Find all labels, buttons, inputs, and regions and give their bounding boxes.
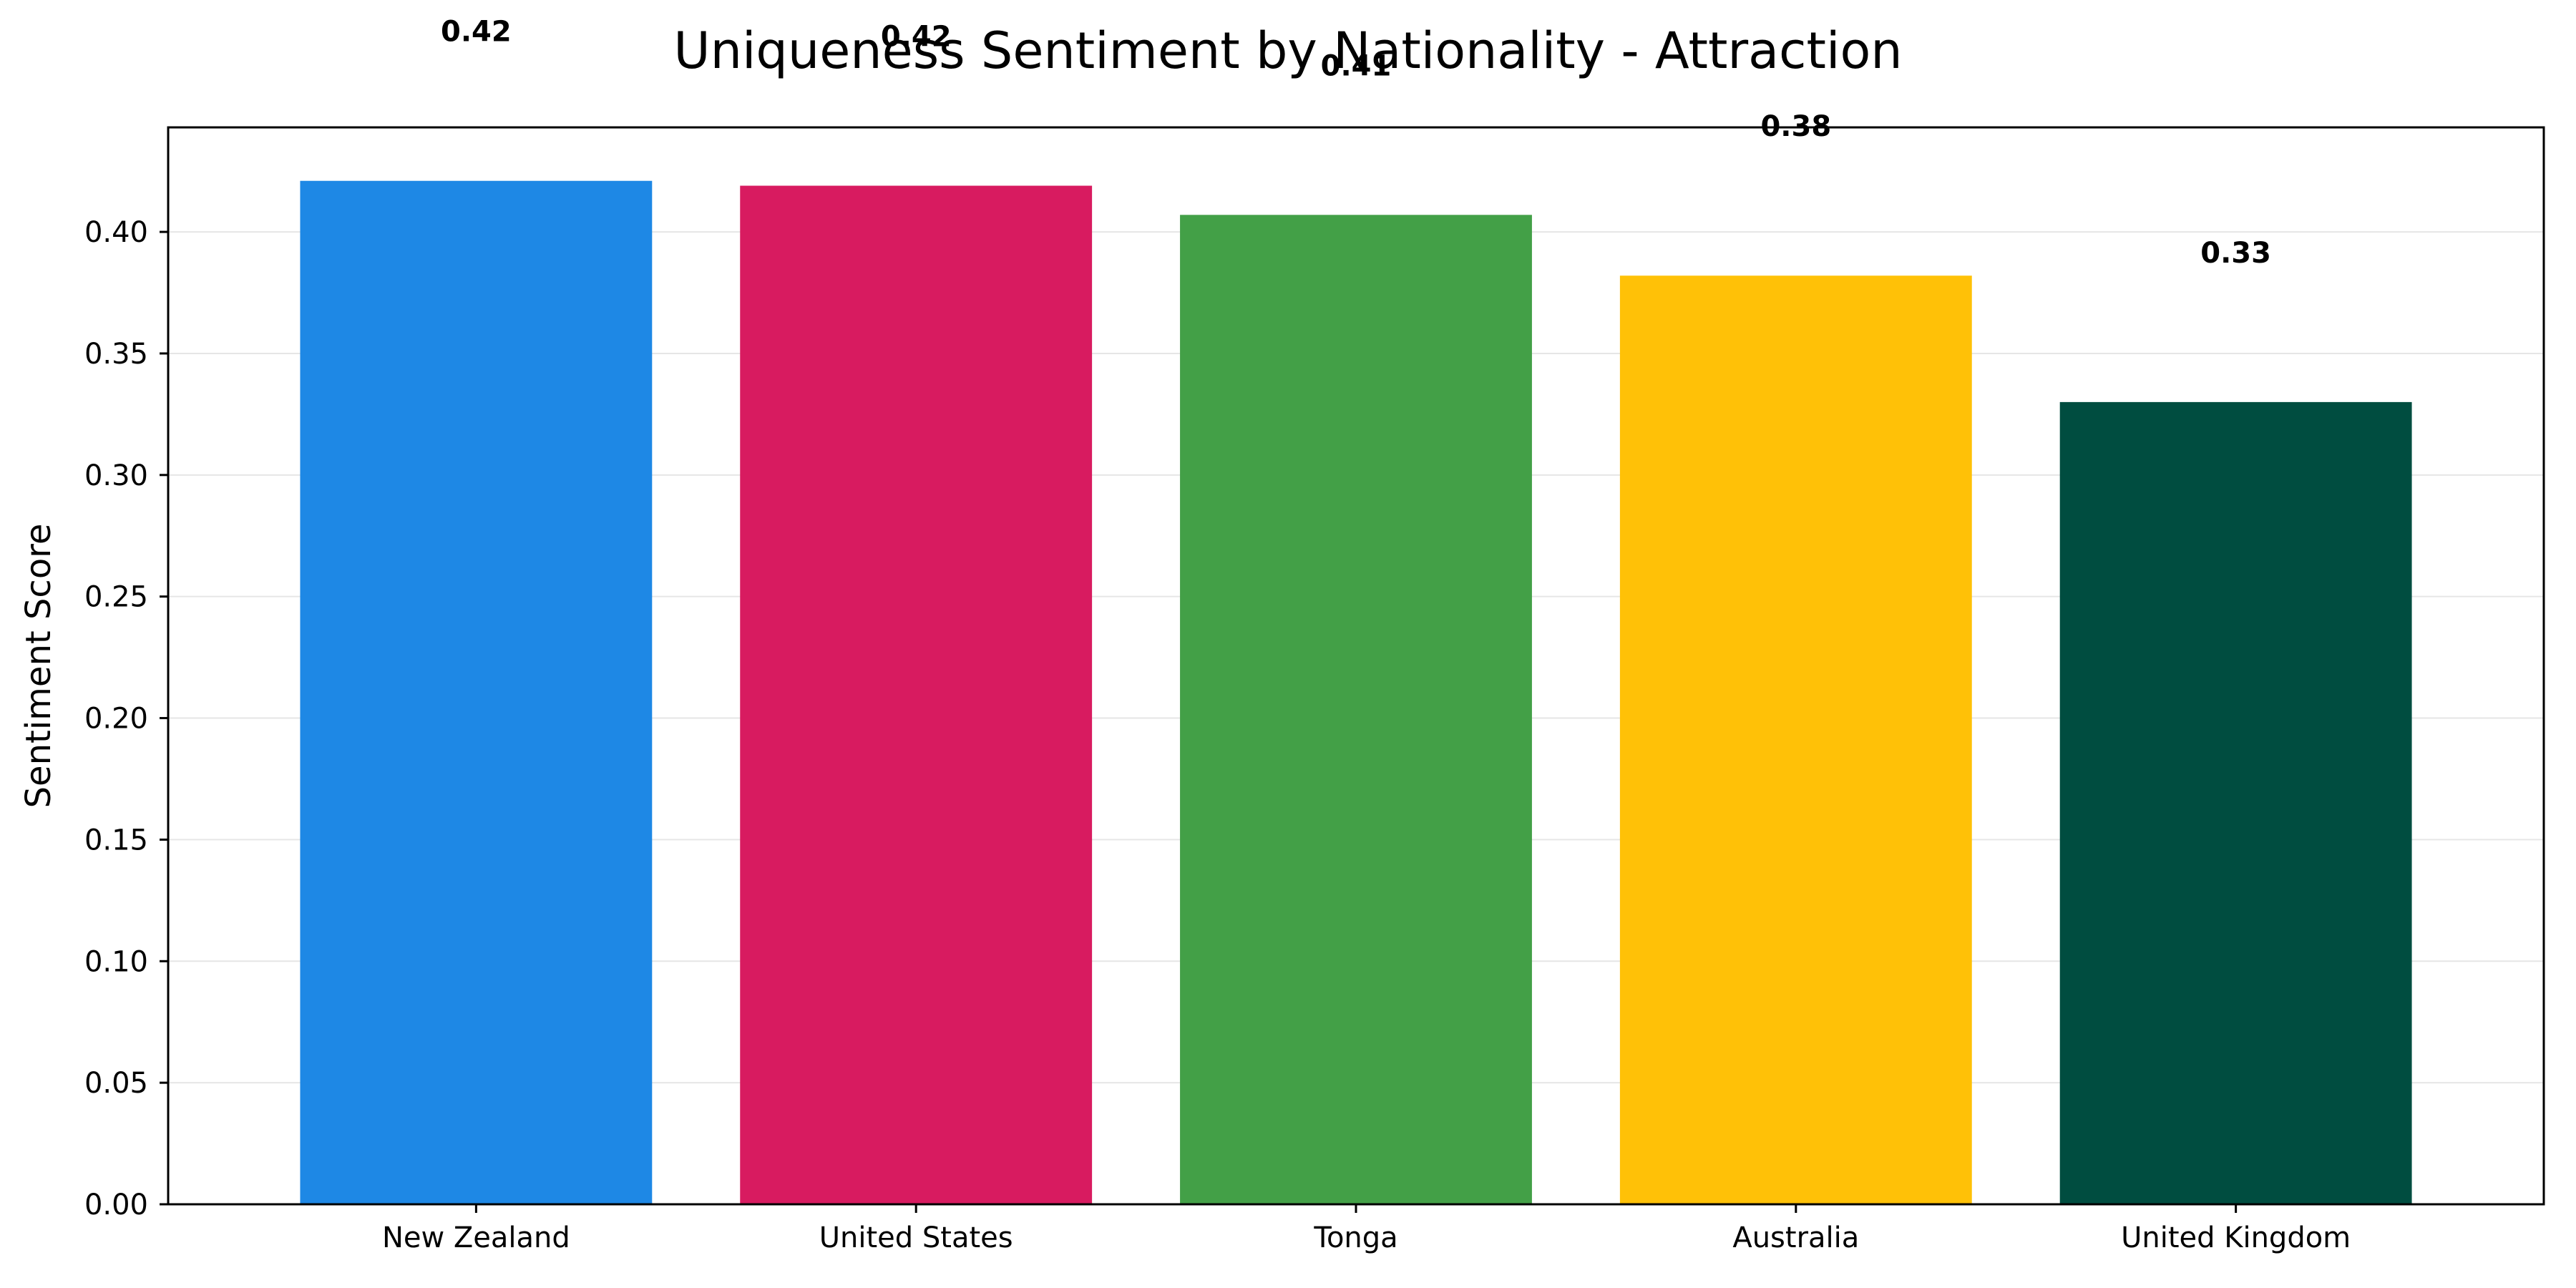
bar-united-kingdom	[2059, 401, 2412, 1204]
x-tick-label: United States	[819, 1221, 1013, 1254]
y-tick-label: 0.10	[84, 945, 148, 978]
bar-value-label: 0.41	[1321, 49, 1392, 82]
bar-australia	[1619, 275, 1972, 1205]
bar-value-label: 0.42	[441, 16, 512, 49]
y-tick-label: 0.30	[84, 459, 148, 492]
x-tick-label: Australia	[1732, 1221, 1859, 1254]
x-tick-label: Tonga	[1313, 1221, 1397, 1254]
y-tick-label: 0.40	[84, 216, 148, 249]
y-tick-label: 0.20	[84, 703, 148, 736]
bar-united-states	[740, 185, 1093, 1204]
x-tick-label: New Zealand	[382, 1221, 570, 1254]
y-tick-label: 0.05	[84, 1067, 148, 1100]
bars-layer	[300, 180, 2412, 1205]
chart-title: Uniqueness Sentiment by Nationality - At…	[673, 21, 1902, 80]
y-tick-label: 0.00	[84, 1189, 148, 1221]
bar-value-label: 0.33	[2200, 237, 2271, 270]
y-tick-label: 0.35	[84, 338, 148, 371]
y-axis-label: Sentiment Score	[19, 524, 59, 809]
x-tick-label: United Kingdom	[2121, 1221, 2351, 1254]
value-labels-layer: 0.42 0.420.410.380.33	[441, 16, 2271, 270]
bar-new-zealand	[300, 180, 653, 1205]
ticks-layer: 0.00 0.05 0.10 0.15 0.20 0.25 0.30 0.35 0.40 New …	[84, 216, 2351, 1254]
y-tick-label: 0.15	[84, 824, 148, 857]
plot-frame	[167, 126, 2545, 1206]
bar-value-label: 0.42	[881, 21, 952, 54]
bar-tonga	[1180, 215, 1532, 1204]
y-tick-label: 0.25	[84, 581, 148, 614]
